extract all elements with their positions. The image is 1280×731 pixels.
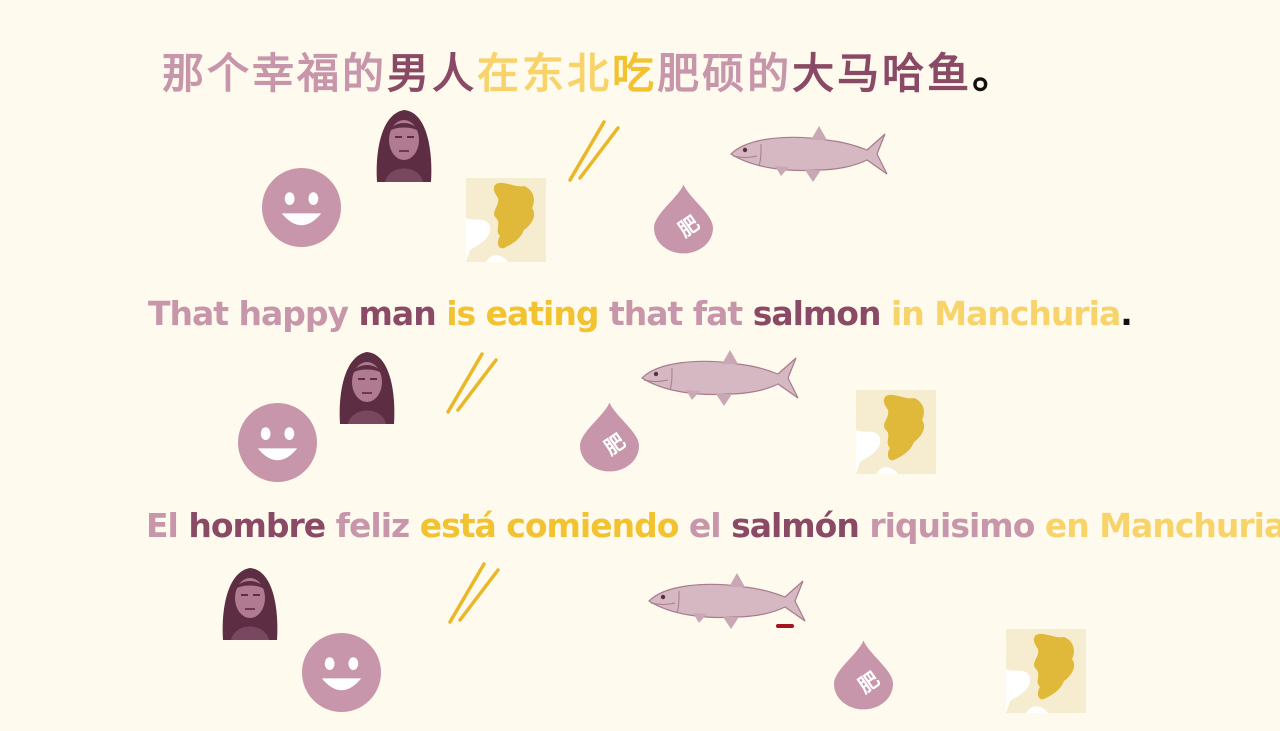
word-is-eating: is eating [446,294,609,333]
manchuria-map-icon [1006,629,1086,713]
word-salmon: 大马哈鱼 [792,49,973,98]
chopsticks-icon [566,118,622,184]
sentence-period: . [1120,294,1133,333]
fat-glyph: 肥 [673,210,704,242]
man-portrait-icon [333,344,401,424]
word-salmon: salmón [731,506,870,545]
salmon-fish-icon [638,344,800,410]
word-in-manchuria: 在东北 [477,49,613,98]
word-el: El [146,506,189,545]
smiley-face-icon [302,633,381,712]
man-portrait-icon [216,560,284,640]
word-eat: 吃 [612,49,658,98]
word-feliz: feliz [335,506,420,545]
word-that-fat: that fat [608,294,753,333]
word-man: 男人 [387,49,478,98]
manchuria-map-icon [856,390,936,474]
man-portrait-icon [371,102,437,182]
red-mark [776,624,794,628]
word-in-manchuria: in Manchuria [890,294,1121,333]
salmon-fish-icon [727,120,889,186]
smiley-face-icon [238,403,317,482]
sentence-period: 。 [972,49,1018,98]
word-hombre: hombre [188,506,336,545]
fat-drop-icon: 肥 [834,640,893,710]
word-en-manchuria: en Manchuria [1044,506,1280,545]
spanish-sentence: El hombre feliz está comiendo el salmón … [146,506,1280,545]
english-sentence: That happy man is eating that fat salmon… [148,294,1133,333]
word-esta-comiendo: está comiendo [419,506,689,545]
fat-glyph: 肥 [853,666,884,698]
salmon-fish-icon [645,567,807,633]
fat-drop-icon: 肥 [580,402,639,472]
word-man: man [358,294,447,333]
manchuria-map-icon [466,178,546,262]
word-fat: 肥硕的 [657,49,793,98]
chopsticks-icon [446,560,502,626]
word-salmon: salmon [752,294,891,333]
word-riquisimo: riquisimo [869,506,1045,545]
smiley-face-icon [262,168,341,247]
word-el-2: el [688,506,732,545]
fat-drop-icon: 肥 [654,184,713,254]
chopsticks-icon [444,350,500,416]
chinese-sentence: 那个幸福的男人在东北吃肥硕的大马哈鱼。 [162,40,1017,101]
word-that-happy: That happy [148,294,359,333]
word-that-happy: 那个幸福的 [162,49,388,98]
